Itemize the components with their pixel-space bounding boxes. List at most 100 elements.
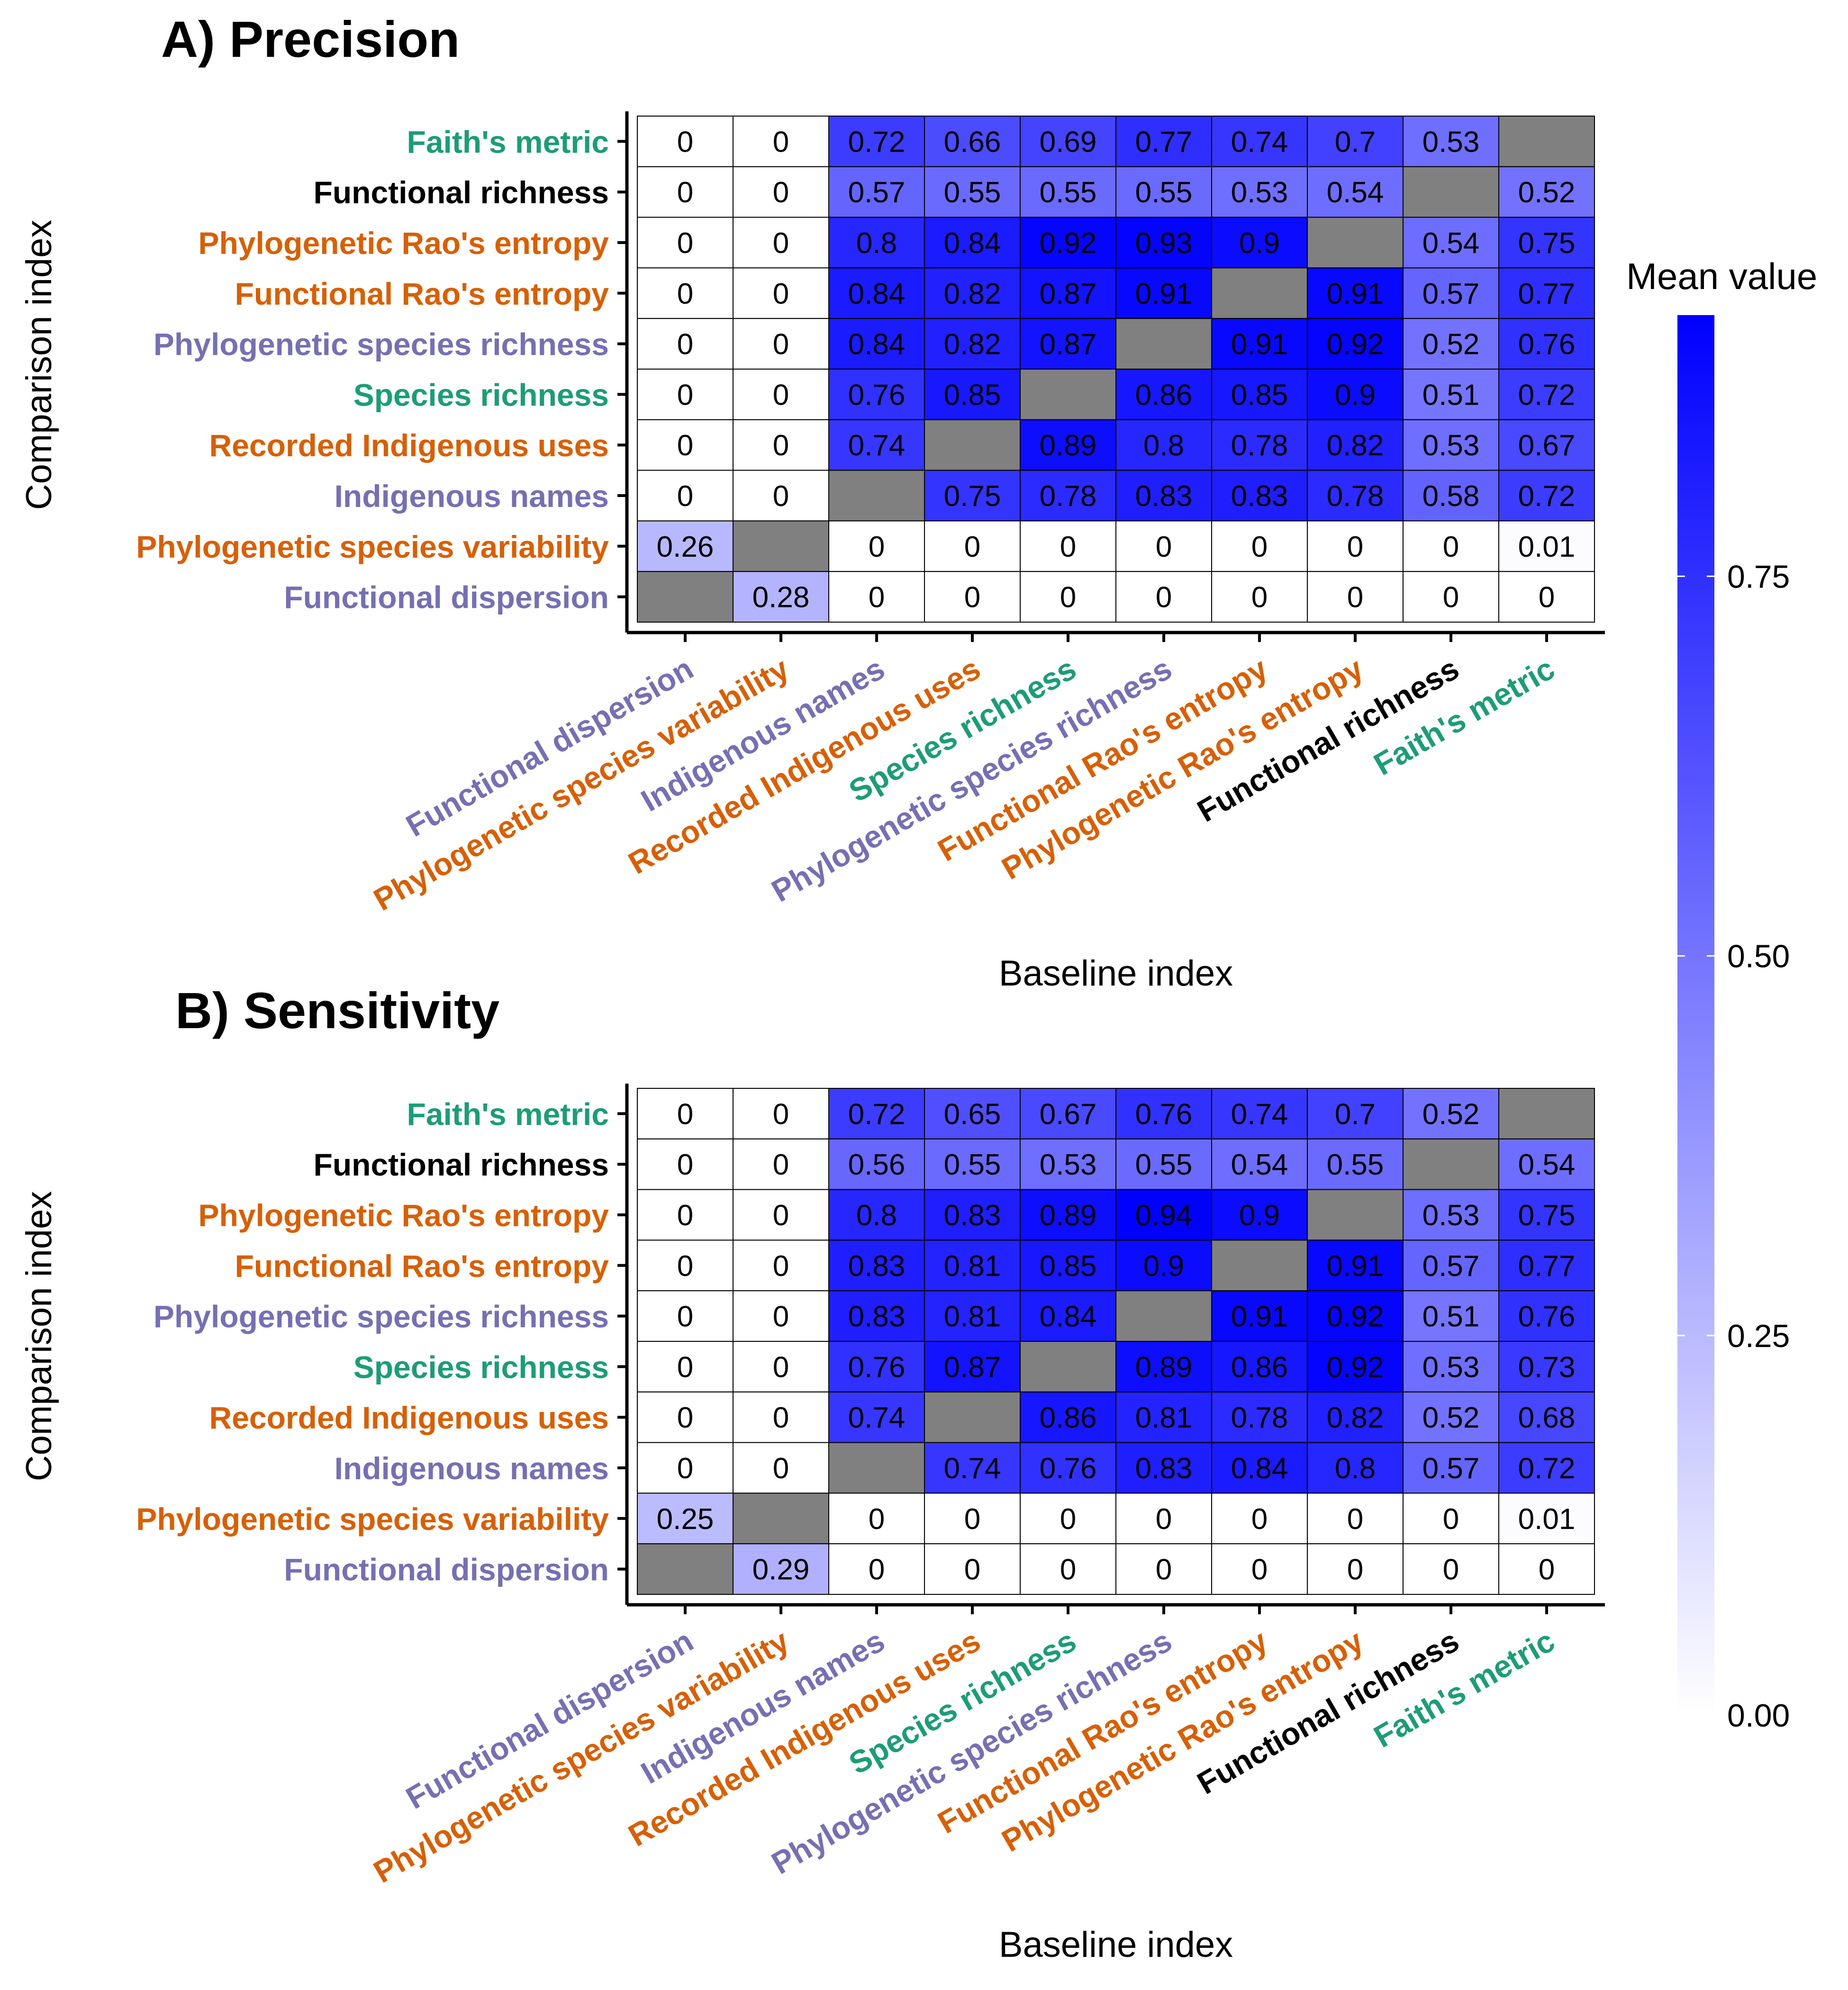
- heatmap-cell: [828, 166, 925, 218]
- heatmap-cell: [637, 318, 734, 370]
- cell-value-label: 0: [677, 379, 693, 411]
- cell-value-label: 0.89: [1135, 1351, 1193, 1384]
- heatmap-cell: [828, 217, 925, 269]
- heatmap-cell: [1020, 217, 1116, 269]
- cell-value-label: 0.54: [1231, 1149, 1288, 1181]
- cell-value-label: 0: [1060, 1503, 1076, 1536]
- cell-value-label: 0.86: [1135, 379, 1193, 411]
- legend-tick-label: 0.25: [1727, 1318, 1790, 1354]
- cell-value-label: 0: [1347, 1554, 1363, 1586]
- cell-value-label: 0.55: [944, 1149, 1001, 1181]
- cell-value-label: 0.75: [1518, 1199, 1576, 1232]
- cell-value-label: 0.78: [1231, 429, 1288, 462]
- heatmap-cell: [637, 166, 734, 218]
- heatmap-cell: [828, 1492, 925, 1545]
- heatmap-cell: [1211, 520, 1308, 572]
- cell-value-label: 0.91: [1231, 1301, 1288, 1333]
- heatmap-cell: [733, 318, 829, 370]
- panel-title: A) Precision: [161, 10, 460, 68]
- cell-value-label: 0.75: [944, 480, 1001, 513]
- heatmap-cell: [924, 267, 1021, 319]
- cell-value-label: 0.92: [1040, 227, 1097, 260]
- cell-value-label: 0.84: [1231, 1452, 1288, 1485]
- cell-value-label: 0.25: [657, 1503, 714, 1536]
- y-tick-label: Phylogenetic Rao's entropy: [198, 1198, 609, 1233]
- cell-value-label: 0: [677, 1402, 693, 1434]
- panel-precision: A) Precision 0 0 0.72 0.66 0.69 0.77 0.74 0.7 0.5…: [19, 10, 1605, 994]
- heatmap-cell: [1498, 1543, 1595, 1595]
- y-tick-label: Functional dispersion: [284, 580, 609, 615]
- heatmap-cell: [1211, 1492, 1308, 1545]
- cell-value-label: 0: [1156, 531, 1172, 563]
- heatmap-cell: [1498, 267, 1595, 319]
- cell-value-label: 0.93: [1135, 227, 1193, 260]
- cell-value-label: 0: [773, 227, 789, 260]
- heatmap-cell: [1020, 1442, 1116, 1494]
- heatmap-cell: [1403, 1442, 1499, 1494]
- cell-value-label: 0.92: [1327, 328, 1384, 361]
- heatmap-cell: [924, 419, 1021, 471]
- heatmap-cell: [1498, 470, 1595, 522]
- cell-value-label: 0.73: [1518, 1351, 1576, 1384]
- cell-value-label: 0: [964, 1503, 980, 1536]
- heatmap-cell: [828, 571, 925, 623]
- heatmap-cell: [1498, 1290, 1595, 1342]
- cell-value-label: 0.51: [1422, 379, 1480, 411]
- heatmap-cell: [1115, 470, 1212, 522]
- heatmap-cell: [1020, 1492, 1116, 1545]
- y-tick-label: Indigenous names: [335, 479, 609, 514]
- heatmap-cell: [1115, 1290, 1212, 1342]
- heatmap-cell: [1211, 1239, 1308, 1292]
- heatmap-cell: [1211, 470, 1308, 522]
- heatmap-cell: [1115, 520, 1212, 572]
- cell-value-label: 0.92: [1327, 1351, 1384, 1384]
- cell-value-label: 0.29: [752, 1554, 810, 1586]
- y-tick-label: Indigenous names: [335, 1451, 609, 1486]
- cell-value-label: 0: [1443, 1554, 1459, 1586]
- cell-value-label: 0.8: [1143, 429, 1184, 462]
- cell-value-label: 0: [677, 227, 693, 260]
- heatmap-cell: [924, 1138, 1021, 1190]
- cell-value-label: 0.89: [1040, 429, 1097, 462]
- heatmap-cell: [637, 267, 734, 319]
- heatmap-cell: [733, 1391, 829, 1443]
- heatmap-cell: [637, 1492, 734, 1545]
- heatmap-cell: [1115, 419, 1212, 471]
- heatmap-cell: [924, 369, 1021, 420]
- cell-value-label: 0: [677, 1351, 693, 1384]
- cell-value-label: 0.76: [1040, 1452, 1097, 1485]
- cell-value-label: 0.01: [1518, 1503, 1576, 1536]
- cell-value-label: 0: [1443, 1503, 1459, 1536]
- heatmap-cell: [1307, 217, 1404, 269]
- x-axis-title: Baseline index: [999, 1925, 1233, 1965]
- heatmap-cell: [1498, 318, 1595, 370]
- heatmap-cell: [1403, 1492, 1499, 1545]
- cell-value-label: 0.9: [1239, 227, 1280, 260]
- heatmap-cell: [733, 1341, 829, 1393]
- heatmap-cell: [637, 1543, 734, 1595]
- heatmap-cell: [733, 267, 829, 319]
- heatmap-cell: [1307, 1492, 1404, 1545]
- cell-value-label: 0.9: [1335, 379, 1376, 411]
- heatmap-cell: [637, 571, 734, 623]
- heatmap-cell: [1020, 1189, 1116, 1241]
- heatmap-cell: [1307, 571, 1404, 623]
- heatmap-cell: [1498, 1341, 1595, 1393]
- cell-value-label: 0: [869, 1554, 885, 1586]
- cell-value-label: 0.69: [1040, 126, 1097, 158]
- heatmap-cell: [1498, 116, 1595, 167]
- heatmap-cell: [828, 318, 925, 370]
- y-tick-label: Phylogenetic species richness: [154, 1299, 609, 1334]
- heatmap-cell: [637, 470, 734, 522]
- heatmap-cell: [1403, 571, 1499, 623]
- heatmap-cell: [1307, 1290, 1404, 1342]
- cell-value-label: 0: [677, 1250, 693, 1283]
- cell-value-label: 0.76: [1135, 1098, 1193, 1131]
- cell-value-label: 0.67: [1518, 429, 1576, 462]
- heatmap-cell: [1498, 1442, 1595, 1494]
- y-tick-label: Faith's metric: [407, 124, 609, 159]
- y-tick-label: Functional Rao's entropy: [235, 276, 609, 311]
- heatmap-cell: [1211, 318, 1308, 370]
- heatmap-cell: [1020, 1239, 1116, 1292]
